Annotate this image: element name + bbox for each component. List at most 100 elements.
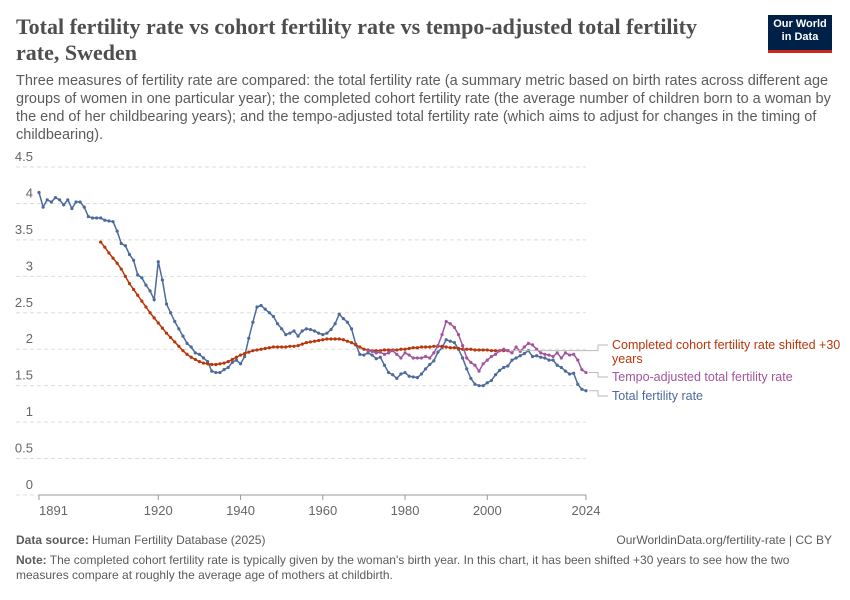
data-point xyxy=(436,343,440,348)
data-point xyxy=(473,363,477,367)
legend-label[interactable]: Tempo-adjusted total fertility rate xyxy=(612,370,793,384)
data-point xyxy=(206,362,210,366)
data-point xyxy=(440,344,444,348)
data-point xyxy=(288,344,292,348)
data-point xyxy=(148,311,152,315)
data-point xyxy=(255,305,259,309)
data-point xyxy=(551,358,555,362)
data-point xyxy=(403,370,407,375)
data-point xyxy=(374,351,378,355)
data-point xyxy=(70,206,74,211)
source-url[interactable]: OurWorldinData.org/fertility-rate | CC B… xyxy=(616,533,832,547)
data-point xyxy=(382,352,387,356)
data-point xyxy=(407,346,411,351)
data-point xyxy=(86,214,90,219)
logo[interactable]: Our World in Data xyxy=(768,15,832,53)
data-point xyxy=(399,356,403,360)
data-point xyxy=(419,356,424,360)
y-tick-label: 4.5 xyxy=(15,149,33,164)
data-point xyxy=(234,358,239,362)
data-point xyxy=(551,354,555,359)
data-point xyxy=(567,353,572,357)
data-point xyxy=(510,358,514,362)
data-point xyxy=(123,274,127,278)
data-point xyxy=(218,362,222,366)
data-point xyxy=(481,384,485,388)
data-point xyxy=(107,251,111,255)
data-point xyxy=(481,362,485,366)
data-point xyxy=(559,356,563,360)
data-point xyxy=(201,361,206,365)
data-point xyxy=(271,314,276,319)
data-point xyxy=(419,372,424,376)
data-point xyxy=(115,261,119,265)
data-point xyxy=(333,322,337,326)
data-point xyxy=(489,349,494,353)
data-point xyxy=(362,347,366,351)
data-point xyxy=(506,349,510,353)
data-point xyxy=(432,359,436,363)
data-point xyxy=(300,342,304,346)
data-point xyxy=(136,273,140,277)
data-point xyxy=(337,312,341,316)
data-point xyxy=(173,319,177,324)
data-point xyxy=(576,358,580,362)
data-point xyxy=(411,346,415,350)
data-point xyxy=(382,348,387,352)
data-point xyxy=(452,346,456,350)
legend-label[interactable]: Total fertility rate xyxy=(612,389,704,403)
data-point xyxy=(366,351,370,355)
data-point xyxy=(477,384,481,388)
data-point xyxy=(308,327,313,332)
data-point xyxy=(131,258,136,262)
data-point xyxy=(247,336,251,340)
data-point xyxy=(243,354,247,359)
data-point xyxy=(498,349,502,353)
chart-subtitle: Three measures of fertility rate are com… xyxy=(16,73,831,143)
data-point xyxy=(456,346,461,351)
data-point xyxy=(317,331,321,335)
data-point xyxy=(395,348,399,352)
data-point xyxy=(452,341,456,345)
data-point xyxy=(304,341,308,345)
data-point xyxy=(115,229,119,233)
data-point xyxy=(62,203,66,207)
data-point xyxy=(518,354,522,358)
data-point xyxy=(49,200,53,204)
data-point xyxy=(300,329,304,333)
data-point xyxy=(395,376,399,380)
source-label: Data source: xyxy=(16,533,89,547)
data-point xyxy=(214,370,218,375)
data-point xyxy=(502,365,506,370)
data-point xyxy=(374,349,378,353)
data-point xyxy=(485,358,489,362)
data-point xyxy=(522,345,526,349)
data-point xyxy=(456,333,461,337)
data-point xyxy=(214,362,218,367)
data-point xyxy=(222,361,226,365)
data-point xyxy=(489,378,494,383)
data-point xyxy=(127,282,132,286)
data-point xyxy=(465,347,469,351)
data-point xyxy=(419,345,424,349)
data-point xyxy=(473,348,477,352)
data-point xyxy=(152,316,156,320)
data-point xyxy=(140,299,144,303)
data-point xyxy=(391,373,395,377)
data-point xyxy=(267,346,271,350)
data-point xyxy=(259,347,263,351)
data-point xyxy=(333,337,337,341)
data-point xyxy=(57,198,62,202)
data-point xyxy=(386,348,391,352)
data-point xyxy=(403,347,407,351)
data-point xyxy=(284,333,288,337)
data-point xyxy=(321,338,325,342)
data-point xyxy=(259,303,263,308)
data-point xyxy=(140,276,144,280)
data-point xyxy=(148,289,152,293)
legend-label[interactable]: Completed cohort fertility rate shifted … xyxy=(612,338,841,366)
data-point xyxy=(226,365,230,370)
data-point xyxy=(502,347,506,351)
data-point xyxy=(461,343,465,348)
data-point xyxy=(386,351,391,355)
